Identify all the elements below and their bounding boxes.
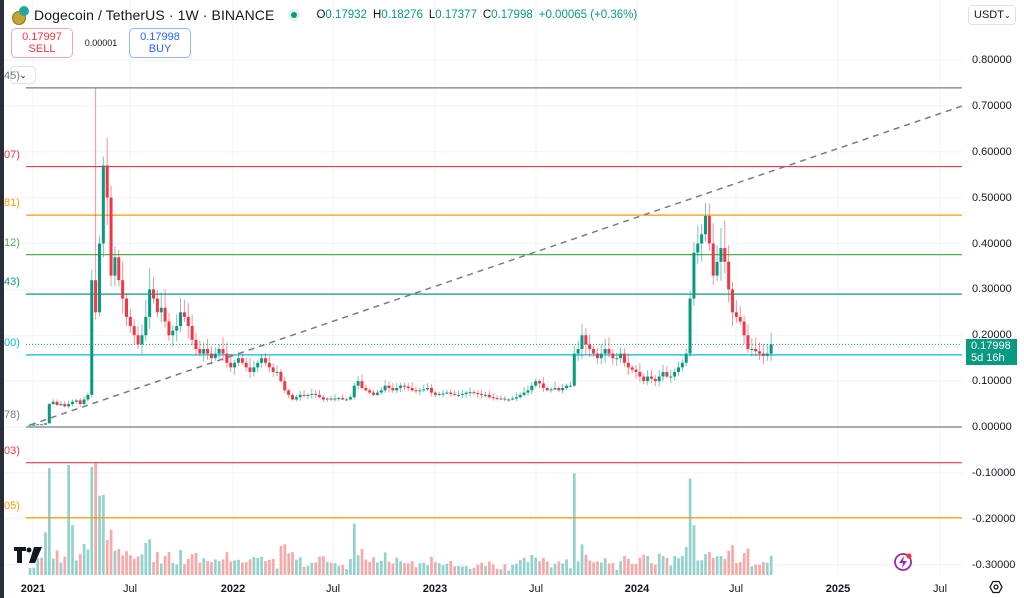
high-value: 0.18276 [381,9,423,21]
buy-label: BUY [148,43,172,55]
lightning-icon[interactable] [893,552,913,572]
fib-level-label: 00) [4,336,20,349]
fib-level-label: 12) [4,236,20,249]
price-axis-label: 0.70000 [972,99,1012,112]
last-price-tag: 0.17998 5d 16h [966,339,1017,365]
price-axis-label: -0.10000 [972,466,1016,479]
price-axis-label: 0.00000 [972,421,1012,433]
fib-level-label: 07) [4,148,20,161]
price-axis-label: 0.20000 [972,329,1012,342]
time-axis-label: 2024 [624,583,650,595]
buy-price: 0.17998 [140,31,180,43]
time-axis-label: 2025 [825,583,851,595]
price-axis-label: 0.10000 [972,375,1012,388]
trade-panel: 0.17997 SELL 0.00001 0.17998 BUY [11,28,191,58]
buy-button[interactable]: 0.17998 BUY [129,28,191,58]
settings-icon[interactable] [989,580,1003,594]
price-axis-label: 0.50000 [972,191,1012,204]
sell-price: 0.17997 [22,31,62,43]
left-toolbar-edge [0,0,4,598]
time-axis-label: Jul [325,583,341,595]
sell-button[interactable]: 0.17997 SELL [11,28,73,58]
price-axis-label: 0.30000 [972,283,1012,296]
close-value: 0.17998 [491,9,533,21]
price-axis-label: 0.80000 [972,54,1012,66]
fib-level-label: 03) [4,444,20,457]
fib-level-label: 05) [4,499,20,512]
price-axis-label: 0.40000 [972,237,1012,250]
currency-selector[interactable]: USDT ⌄ [968,5,1016,25]
fib-level-label: 81) [4,197,20,210]
symbol-title[interactable]: Dogecoin / TetherUS · 1W · BINANCE [34,7,275,23]
fib-level-label: 78) [4,409,20,421]
time-axis-label: 2023 [422,583,448,595]
chart-header: Dogecoin / TetherUS · 1W · BINANCE O0.17… [12,5,637,25]
open-value: 0.17932 [325,9,367,21]
last-price: 0.17998 [971,340,1011,352]
chevron-down-icon: ⌄ [1003,10,1011,20]
spread-value: 0.00001 [84,38,118,48]
change-value: +0.00065 (+0.36%) [538,9,638,21]
time-axis-label: Jul [728,583,744,595]
ohlc-values: O0.17932 H0.18276 L0.17377 C0.17998 +0.0… [316,9,638,21]
low-value: 0.17377 [435,9,477,21]
price-axis-label: -0.30000 [972,558,1016,571]
sell-label: SELL [28,43,56,55]
market-status-icon[interactable] [288,9,301,21]
time-axis-label: Jul [528,583,544,595]
tradingview-logo[interactable] [14,547,44,563]
time-axis-label: Jul [932,583,948,595]
fib-level-label: 45) [4,69,20,82]
price-axis-label: 0.60000 [972,145,1012,158]
currency-label: USDT [974,9,1004,21]
fib-level-label: 43) [4,276,20,289]
time-axis-label: 2021 [20,583,46,595]
collapse-legend-button[interactable]: ⌄ [10,66,36,84]
chevron-down-icon: ⌄ [19,69,27,80]
price-axis-label: -0.20000 [972,512,1016,525]
dogecoin-icon [12,6,30,25]
time-axis-label: 2022 [220,583,246,595]
bar-countdown: 5d 16h [971,352,1005,364]
time-axis-label: Jul [122,583,138,595]
